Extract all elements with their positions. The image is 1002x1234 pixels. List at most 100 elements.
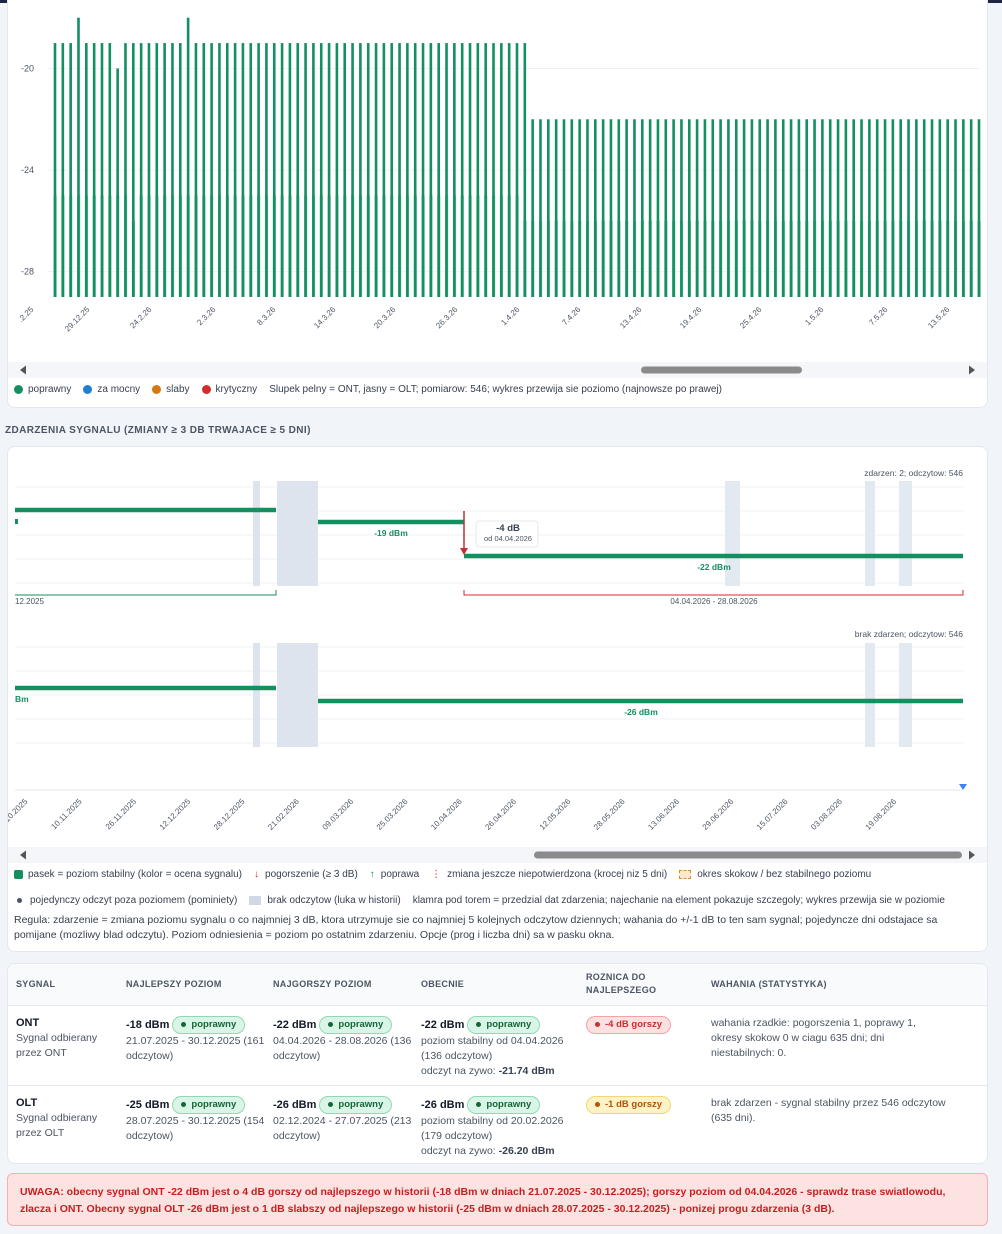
ont-bar[interactable] bbox=[139, 43, 143, 297]
ont-bar[interactable] bbox=[366, 43, 370, 297]
scroll-left-icon[interactable] bbox=[20, 365, 26, 375]
scrollbar-thumb[interactable] bbox=[534, 851, 962, 859]
ont-bar[interactable] bbox=[523, 43, 527, 297]
ont-bar[interactable] bbox=[61, 43, 65, 297]
ont-bar[interactable] bbox=[53, 43, 57, 297]
delta-tooltip[interactable] bbox=[475, 520, 539, 548]
ont-bar[interactable] bbox=[946, 119, 949, 298]
ont-bar[interactable] bbox=[758, 119, 762, 298]
ont-bar[interactable] bbox=[578, 119, 581, 298]
event-bracket-right[interactable] bbox=[463, 590, 964, 596]
ont-bar[interactable] bbox=[601, 119, 605, 298]
ont-bar[interactable] bbox=[625, 119, 628, 298]
ont-bar[interactable] bbox=[899, 119, 902, 298]
ont-bar[interactable] bbox=[186, 17, 190, 298]
ont-bar[interactable] bbox=[609, 119, 613, 298]
ont-bar[interactable] bbox=[178, 43, 182, 297]
ont-bar[interactable] bbox=[460, 43, 464, 297]
ont-bar[interactable] bbox=[507, 43, 511, 297]
ont-bar[interactable] bbox=[304, 43, 307, 297]
ont-bar[interactable] bbox=[124, 43, 127, 297]
ont-bar[interactable] bbox=[468, 43, 472, 297]
events-scrollbar[interactable] bbox=[8, 847, 987, 863]
ont-bar[interactable] bbox=[781, 119, 785, 298]
ont-bar[interactable] bbox=[562, 119, 566, 298]
ont-bar[interactable] bbox=[539, 119, 542, 298]
ont-bar[interactable] bbox=[868, 119, 871, 298]
ont-bar[interactable] bbox=[640, 119, 644, 298]
ont-bar[interactable] bbox=[319, 43, 323, 297]
ont-bar[interactable] bbox=[108, 43, 112, 297]
ont-bar[interactable] bbox=[954, 119, 957, 298]
ont-bar[interactable] bbox=[327, 43, 331, 297]
ont-bar[interactable] bbox=[774, 119, 777, 298]
ont-bar[interactable] bbox=[570, 119, 574, 298]
table-row[interactable]: ONT Sygnal odbierany przez ONT -18 dBm pop… bbox=[8, 1005, 987, 1085]
ont-bar[interactable] bbox=[390, 43, 394, 297]
ont-bar[interactable] bbox=[249, 43, 253, 297]
ont-bar[interactable] bbox=[382, 43, 386, 297]
ont-bar[interactable] bbox=[938, 119, 942, 298]
scrollbar-thumb[interactable] bbox=[641, 366, 802, 374]
ont-bar[interactable] bbox=[750, 119, 754, 298]
ont-bar[interactable] bbox=[687, 119, 691, 298]
ont-bar[interactable] bbox=[875, 119, 879, 298]
horizontal-scrollbar[interactable] bbox=[8, 362, 987, 378]
ont-bar[interactable] bbox=[69, 43, 72, 297]
ont-bar[interactable] bbox=[413, 43, 417, 297]
ont-bar[interactable] bbox=[406, 43, 409, 297]
ont-bar[interactable] bbox=[359, 43, 362, 297]
ont-bar[interactable] bbox=[241, 43, 245, 297]
ont-bar[interactable] bbox=[100, 43, 104, 297]
ont-bar[interactable] bbox=[664, 119, 668, 298]
ont-bar[interactable] bbox=[147, 43, 151, 297]
ont-bar[interactable] bbox=[915, 119, 918, 298]
ont-bar[interactable] bbox=[421, 43, 425, 297]
ont-bar[interactable] bbox=[171, 43, 174, 297]
ont-bar[interactable] bbox=[312, 43, 315, 297]
ont-bar[interactable] bbox=[453, 43, 456, 297]
ont-bar[interactable] bbox=[797, 119, 801, 298]
ont-bar[interactable] bbox=[813, 119, 816, 298]
ont-bar[interactable] bbox=[429, 43, 433, 297]
ont-bar[interactable] bbox=[233, 43, 237, 297]
ont-bar[interactable] bbox=[633, 119, 636, 298]
ont-bar[interactable] bbox=[202, 43, 206, 297]
ont-bar[interactable] bbox=[296, 43, 300, 297]
ont-bar[interactable] bbox=[77, 17, 80, 298]
ont-bar[interactable] bbox=[852, 119, 856, 298]
event-bracket-left[interactable] bbox=[15, 590, 277, 596]
scroll-left-icon[interactable] bbox=[20, 850, 26, 860]
ont-bar[interactable] bbox=[163, 43, 166, 297]
ont-bar[interactable] bbox=[805, 119, 809, 298]
ont-bar[interactable] bbox=[977, 119, 981, 298]
ont-bar[interactable] bbox=[335, 43, 339, 297]
ont-bar[interactable] bbox=[398, 43, 401, 297]
scroll-right-icon[interactable] bbox=[969, 365, 975, 375]
ont-bar[interactable] bbox=[437, 43, 440, 297]
ont-bar[interactable] bbox=[734, 119, 738, 298]
ont-bar[interactable] bbox=[860, 119, 863, 298]
ont-bar[interactable] bbox=[727, 119, 730, 298]
ont-bar[interactable] bbox=[719, 119, 722, 298]
ont-bar[interactable] bbox=[907, 119, 910, 298]
ont-bar[interactable] bbox=[844, 119, 848, 298]
ont-bar[interactable] bbox=[930, 119, 934, 298]
ont-bar[interactable] bbox=[85, 43, 88, 297]
ont-bar[interactable] bbox=[711, 119, 715, 298]
ont-bar[interactable] bbox=[554, 119, 558, 298]
ont-bar[interactable] bbox=[672, 119, 675, 298]
ont-bar[interactable] bbox=[766, 119, 769, 298]
ont-bar[interactable] bbox=[922, 119, 926, 298]
ont-bar[interactable] bbox=[656, 119, 660, 298]
ont-bar[interactable] bbox=[210, 43, 213, 297]
ont-bar[interactable] bbox=[883, 119, 887, 298]
ont-bar[interactable] bbox=[531, 119, 534, 298]
ont-bar[interactable] bbox=[257, 43, 260, 297]
ont-bar[interactable] bbox=[272, 43, 276, 297]
ont-bar[interactable] bbox=[962, 119, 965, 298]
ont-bar[interactable] bbox=[891, 119, 895, 298]
ont-bar[interactable] bbox=[476, 43, 480, 297]
ont-bar[interactable] bbox=[218, 43, 221, 297]
ont-bar[interactable] bbox=[343, 43, 347, 297]
